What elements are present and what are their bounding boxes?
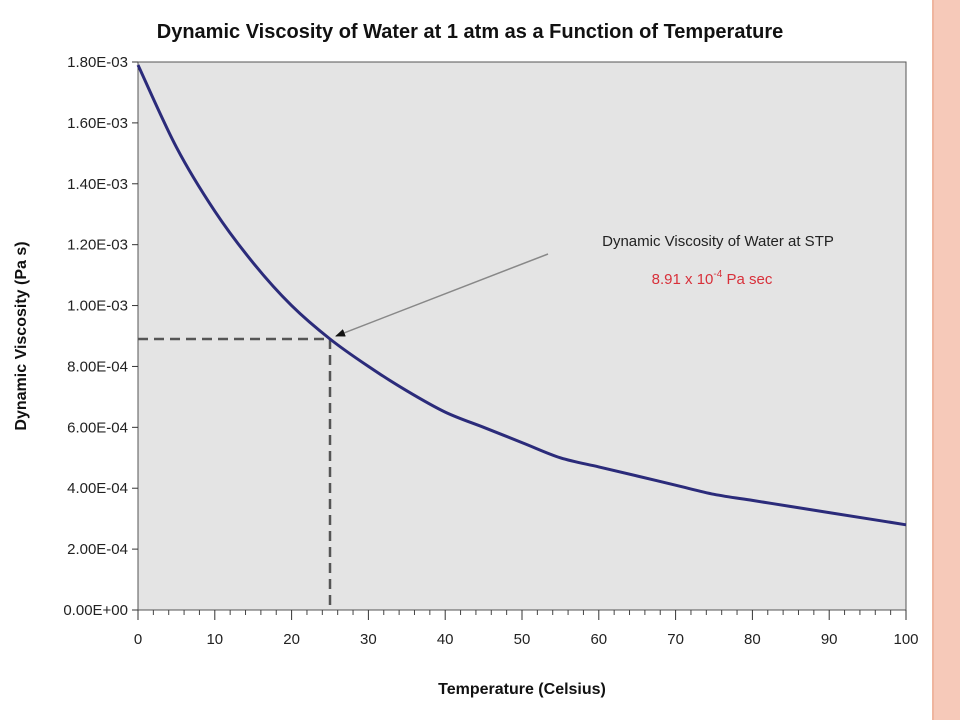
viscosity-chart: Dynamic Viscosity of Water at 1 atm as a… <box>13 21 919 698</box>
plot-area <box>137 61 907 611</box>
x-tick-label: 90 <box>821 631 838 648</box>
x-tick-label: 40 <box>437 631 454 648</box>
y-tick-label: 6.00E-04 <box>67 419 128 436</box>
y-tick-label: 4.00E-04 <box>67 480 128 497</box>
annotation-label: Dynamic Viscosity of Water at STP <box>602 233 834 250</box>
y-tick-label: 8.00E-04 <box>67 358 128 375</box>
annotation-value: 8.91 x 10-4 Pa sec <box>652 269 773 288</box>
y-tick-label: 1.00E-03 <box>67 298 128 315</box>
x-tick-label: 0 <box>134 631 142 648</box>
y-axis-title: Dynamic Viscosity (Pa s) <box>13 241 30 430</box>
x-tick-label: 50 <box>514 631 531 648</box>
y-axis: 0.00E+00 2.00E-04 4.00E-04 6.00E-04 8.00E-04… <box>63 54 138 619</box>
y-tick-label: 0.00E+00 <box>63 602 128 619</box>
x-tick-label: 80 <box>744 631 761 648</box>
reference-lines <box>138 337 332 610</box>
x-tick-label: 30 <box>360 631 377 648</box>
y-tick-label: 1.20E-03 <box>67 237 128 254</box>
annotation-arrow <box>335 253 549 337</box>
y-tick-label: 1.40E-03 <box>67 176 128 193</box>
x-tick-label: 20 <box>283 631 300 648</box>
y-tick-label: 1.80E-03 <box>67 54 128 71</box>
x-tick-label: 70 <box>667 631 684 648</box>
y-tick-label: 2.00E-04 <box>67 541 128 558</box>
chart-title: Dynamic Viscosity of Water at 1 atm as a… <box>157 21 783 43</box>
x-tick-label: 100 <box>893 631 918 648</box>
x-axis-title: Temperature (Celsius) <box>438 681 606 698</box>
x-tick-label: 60 <box>590 631 607 648</box>
x-tick-label: 10 <box>206 631 223 648</box>
slide-accent-bar <box>932 0 960 720</box>
viscosity-curve <box>136 64 907 527</box>
x-axis: 0 10 20 30 40 50 60 70 80 90 100 <box>134 610 919 648</box>
y-tick-label: 1.60E-03 <box>67 115 128 132</box>
